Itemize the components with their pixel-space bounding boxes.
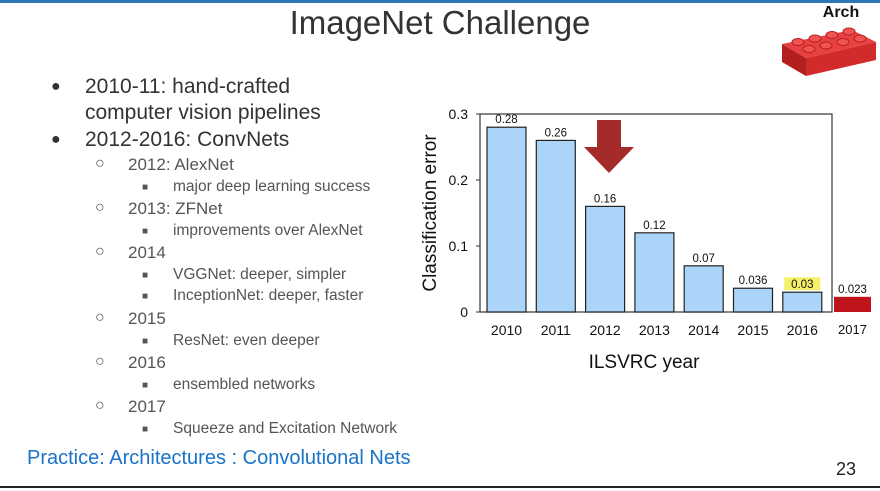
data-label: 0.03 [791, 279, 813, 291]
bar [732, 287, 774, 313]
bullet-2013: 2013: ZFNet [128, 199, 223, 218]
bullet-2016: 2016 [128, 353, 166, 372]
x-tick-label: 2017 [838, 322, 867, 337]
bullet-2010-11-line1: 2010-11: hand-crafted [85, 75, 291, 98]
bullet-2015-sub: ResNet: even deeper [173, 332, 320, 349]
bullet-2017-sub: Squeeze and Excitation Network [173, 420, 398, 437]
x-tick-label: 2014 [688, 322, 719, 338]
bullet-2014-sub1: VGGNet: deeper, simpler [173, 266, 347, 283]
bullet-2017: 2017 [128, 397, 166, 416]
bullet-marker: ○ [95, 309, 105, 326]
bullet-marker: ■ [142, 291, 149, 302]
bullet-2014-sub2: InceptionNet: deeper, faster [173, 287, 364, 304]
bullet-marker: ● [51, 78, 61, 95]
x-tick-label: 2015 [737, 322, 768, 338]
bullet-marker: ○ [95, 353, 105, 370]
bar [486, 126, 527, 313]
x-tick-label: 2011 [541, 322, 571, 338]
bullet-2012: 2012: AlexNet [128, 155, 234, 174]
y-tick-label: 0.2 [449, 172, 469, 188]
bullet-marker: ■ [142, 270, 149, 281]
bullet-marker: ○ [95, 243, 105, 260]
bullet-marker: ■ [142, 182, 149, 193]
data-label: 0.26 [545, 127, 567, 139]
bullet-2013-sub: improvements over AlexNet [173, 222, 363, 239]
bottom-rule [0, 486, 880, 488]
bullet-2012-sub: major deep learning success [173, 178, 371, 195]
x-axis-label: ILSVRC year [589, 352, 701, 373]
practice-architectures-link[interactable]: Practice: Architectures : Convolutional … [27, 447, 411, 469]
data-label: 0.12 [643, 220, 665, 232]
x-tick-label: 2013 [639, 322, 670, 338]
bar [634, 232, 675, 313]
bar [535, 139, 576, 313]
y-axis-label: Classification error [420, 134, 441, 292]
data-label-highlight [784, 277, 821, 291]
x-tick-label: 2010 [491, 322, 522, 338]
bullet-marker: ○ [95, 155, 105, 172]
bullet-2012-2016: 2012-2016: ConvNets [85, 128, 290, 151]
bar [782, 291, 823, 313]
lego-brick-icon [782, 27, 876, 76]
data-label: 0.28 [495, 114, 517, 126]
x-tick-label: 2016 [787, 322, 818, 338]
y-tick-label: 0 [460, 304, 468, 320]
bullet-2010-11-line2: computer vision pipelines [85, 101, 321, 124]
data-label: 0.07 [693, 253, 715, 265]
down-arrow-icon [584, 120, 634, 173]
bar [683, 265, 724, 313]
data-label: 0.036 [739, 275, 768, 287]
page-number: 23 [836, 459, 857, 479]
data-label: 0.16 [594, 193, 616, 205]
arch-badge-label: Arch [822, 4, 860, 21]
y-tick-label: 0.1 [449, 238, 469, 254]
bullet-marker: ○ [95, 199, 105, 216]
bullet-2014: 2014 [128, 243, 166, 262]
bullet-marker: ■ [142, 336, 149, 347]
bullet-marker: ● [51, 131, 61, 148]
bullet-marker: ■ [142, 424, 149, 435]
bullet-2016-sub: ensembled networks [173, 376, 316, 393]
data-label: 0.023 [838, 284, 867, 296]
bullet-marker: ■ [142, 380, 149, 391]
y-tick-label: 0.3 [449, 106, 469, 122]
top-accent-rule [0, 0, 880, 3]
bullet-marker: ○ [95, 397, 105, 414]
bullet-marker: ■ [142, 226, 149, 237]
bar [584, 205, 626, 313]
x-tick-label: 2012 [590, 322, 621, 338]
bar-2017 [834, 296, 871, 312]
bullet-2015: 2015 [128, 309, 166, 328]
slide-title: ImageNet Challenge [289, 4, 591, 41]
